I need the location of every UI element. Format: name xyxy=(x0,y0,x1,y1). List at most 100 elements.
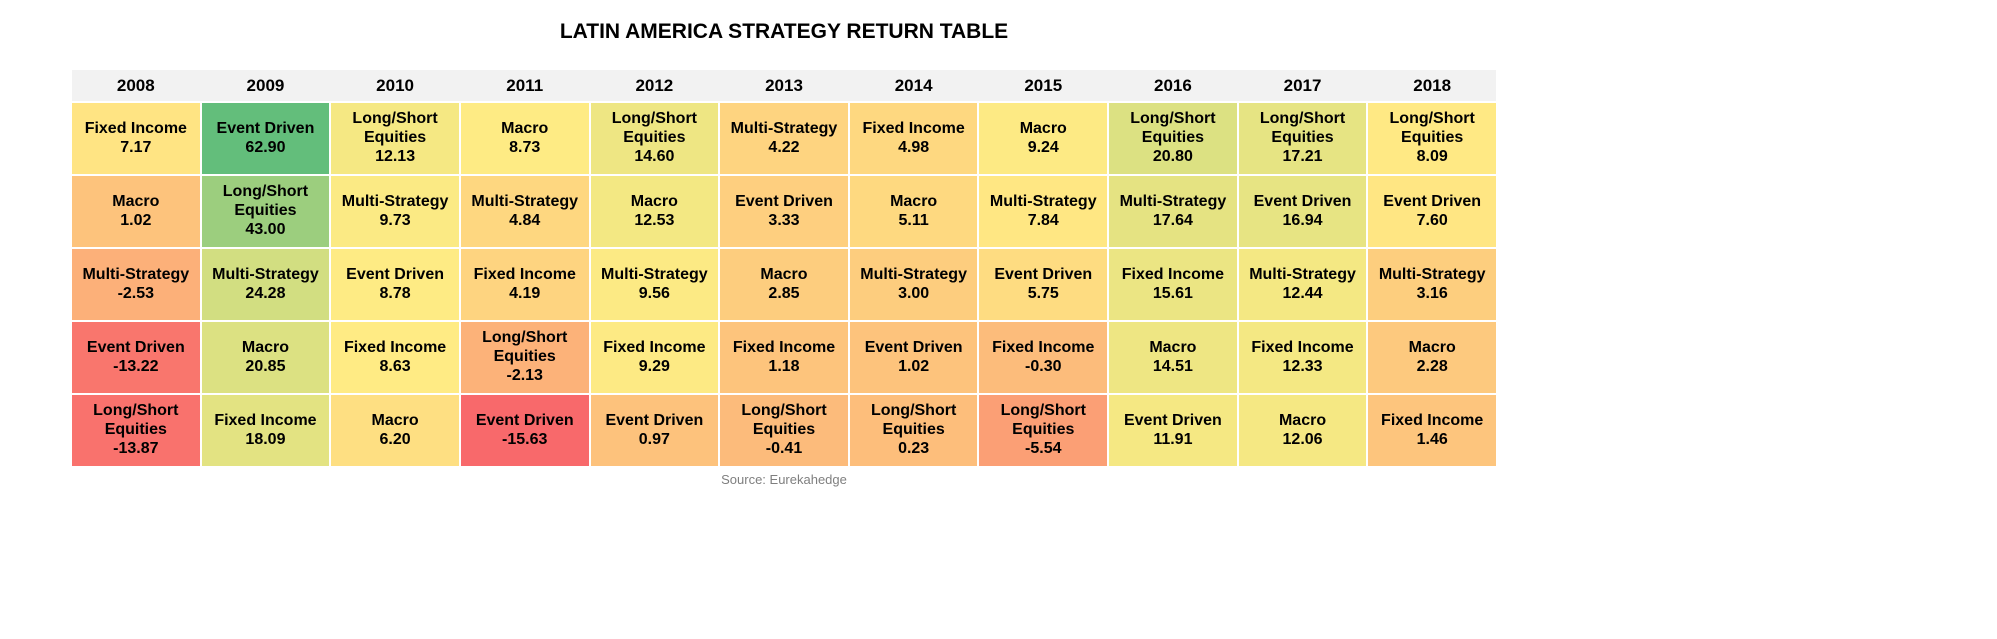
strategy-cell: Macro 2.85 xyxy=(720,249,848,320)
heatmap-grid: Fixed Income 7.17 Event Driven 62.90 Long/Sh… xyxy=(72,103,1496,466)
strategy-cell: Macro 14.51 xyxy=(1109,322,1237,393)
strategy-name: Macro xyxy=(1278,411,1327,429)
strategy-cell: Macro 8.73 xyxy=(460,103,589,174)
strategy-name: Fixed Income xyxy=(732,338,836,356)
strategy-cell: Long/Short Equities -5.54 xyxy=(979,395,1108,466)
strategy-cell: Long/Short Equities 43.00 xyxy=(201,176,330,247)
strategy-name: Fixed Income xyxy=(343,338,447,356)
strategy-name: Event Driven xyxy=(605,411,704,429)
year-header-row: 2008 2009 2010 2011 2012 2013 2014 2015 2016 2017… xyxy=(72,70,1496,101)
strategy-return-value: 7.17 xyxy=(120,138,152,156)
strategy-name: Multi-Strategy xyxy=(1249,265,1356,283)
strategy-name: Macro xyxy=(1019,119,1067,137)
strategy-cell: Fixed Income 8.63 xyxy=(331,322,459,393)
strategy-return-value: 3.00 xyxy=(898,284,930,302)
strategy-return-value: 8.73 xyxy=(509,138,541,156)
strategy-return-value: 1.02 xyxy=(120,211,152,229)
strategy-cell: Long/Short Equities -13.87 xyxy=(72,395,200,466)
strategy-cell: Multi-Strategy 9.73 xyxy=(331,176,459,247)
strategy-return-value: 3.16 xyxy=(1416,284,1448,302)
strategy-return-value: 5.11 xyxy=(898,211,929,229)
page-title: LATIN AMERICA STRATEGY RETURN TABLE xyxy=(559,20,1009,43)
strategy-cell: Multi-Strategy 9.56 xyxy=(590,249,719,320)
strategy-name: Fixed Income xyxy=(84,119,187,137)
strategy-name: Multi-Strategy xyxy=(860,265,967,283)
strategy-cell: Fixed Income -0.30 xyxy=(979,322,1108,393)
strategy-cell: Fixed Income 1.18 xyxy=(720,322,848,393)
strategy-name: Macro xyxy=(112,192,160,210)
strategy-name: Macro xyxy=(760,265,808,283)
strategy-return-value: 43.00 xyxy=(245,221,286,239)
strategy-return-value: 20.80 xyxy=(1152,148,1193,166)
strategy-return-value: 17.64 xyxy=(1152,211,1193,229)
strategy-cell: Long/Short Equities -2.13 xyxy=(460,322,589,393)
strategy-cell: Event Driven -15.63 xyxy=(460,395,589,466)
strategy-name: Fixed Income xyxy=(862,119,965,137)
strategy-name: Multi-Strategy xyxy=(730,119,838,137)
strategy-name: Event Driven xyxy=(346,265,444,283)
strategy-name: Multi-Strategy xyxy=(471,192,579,210)
strategy-return-value: 3.33 xyxy=(768,211,800,229)
source-note: Source: Eurekahedge xyxy=(721,472,847,487)
year-header-2013: 2013 xyxy=(720,70,848,101)
strategy-return-value: 8.63 xyxy=(379,357,411,375)
strategy-return-value: -0.30 xyxy=(1025,357,1062,375)
strategy-return-value: -15.63 xyxy=(502,430,548,448)
strategy-return-value: 9.29 xyxy=(638,357,670,375)
strategy-return-value: 12.06 xyxy=(1282,430,1323,448)
strategy-return-value: 9.73 xyxy=(379,211,411,229)
strategy-name: Event Driven xyxy=(994,265,1093,283)
strategy-cell: Fixed Income 7.17 xyxy=(72,103,200,174)
strategy-cell: Macro 9.24 xyxy=(979,103,1108,174)
strategy-name: Long/Short Equities xyxy=(93,401,179,439)
strategy-return-value: 16.94 xyxy=(1282,211,1323,229)
year-header-2018: 2018 xyxy=(1368,70,1496,101)
strategy-cell: Long/Short Equities 8.09 xyxy=(1368,103,1496,174)
strategy-return-value: 1.02 xyxy=(898,357,930,375)
strategy-return-value: 14.51 xyxy=(1152,357,1193,375)
strategy-cell: Event Driven 8.78 xyxy=(331,249,459,320)
strategy-name: Multi-Strategy xyxy=(82,265,190,283)
strategy-cell: Fixed Income 1.46 xyxy=(1368,395,1496,466)
strategy-return-value: 8.09 xyxy=(1416,148,1448,166)
year-header-2017: 2017 xyxy=(1238,70,1367,101)
strategy-cell: Fixed Income 9.29 xyxy=(590,322,719,393)
strategy-return-value: 8.78 xyxy=(379,284,411,302)
strategy-cell: Event Driven 7.60 xyxy=(1368,176,1496,247)
strategy-return-value: 12.44 xyxy=(1282,284,1323,302)
strategy-cell: Long/Short Equities 12.13 xyxy=(331,103,459,174)
strategy-return-value: 9.56 xyxy=(638,284,670,302)
strategy-name: Long/Short Equities xyxy=(222,182,309,220)
strategy-cell: Event Driven 3.33 xyxy=(720,176,848,247)
strategy-name: Long/Short Equities xyxy=(870,401,957,439)
strategy-cell: Multi-Strategy 24.28 xyxy=(201,249,330,320)
strategy-cell: Multi-Strategy 4.22 xyxy=(720,103,848,174)
strategy-name: Multi-Strategy xyxy=(1378,265,1486,283)
year-header-2015: 2015 xyxy=(979,70,1108,101)
strategy-return-value: 15.61 xyxy=(1152,284,1193,302)
strategy-cell: Macro 5.11 xyxy=(849,176,978,247)
strategy-name: Multi-Strategy xyxy=(601,265,708,283)
strategy-cell: Event Driven -13.22 xyxy=(72,322,200,393)
strategy-name: Fixed Income xyxy=(1251,338,1354,356)
strategy-return-value: 4.98 xyxy=(898,138,930,156)
strategy-return-value: -2.53 xyxy=(117,284,155,302)
strategy-return-value: -13.87 xyxy=(113,440,159,458)
strategy-return-value: 4.19 xyxy=(509,284,541,302)
strategy-name: Fixed Income xyxy=(214,411,317,429)
strategy-name: Fixed Income xyxy=(603,338,706,356)
strategy-return-value: -5.54 xyxy=(1025,440,1062,458)
strategy-return-value: 2.85 xyxy=(768,284,800,302)
strategy-cell: Event Driven 0.97 xyxy=(590,395,719,466)
strategy-name: Event Driven xyxy=(216,119,315,137)
strategy-return-value: 9.24 xyxy=(1027,138,1059,156)
strategy-return-value: 7.60 xyxy=(1416,211,1448,229)
strategy-cell: Fixed Income 4.19 xyxy=(460,249,589,320)
strategy-name: Long/Short Equities xyxy=(482,328,568,366)
strategy-cell: Event Driven 16.94 xyxy=(1238,176,1367,247)
strategy-return-value: 4.84 xyxy=(509,211,541,229)
strategy-name: Event Driven xyxy=(1123,411,1222,429)
strategy-return-value: 17.21 xyxy=(1282,148,1323,166)
strategy-name: Fixed Income xyxy=(473,265,576,283)
strategy-name: Fixed Income xyxy=(1121,265,1225,283)
